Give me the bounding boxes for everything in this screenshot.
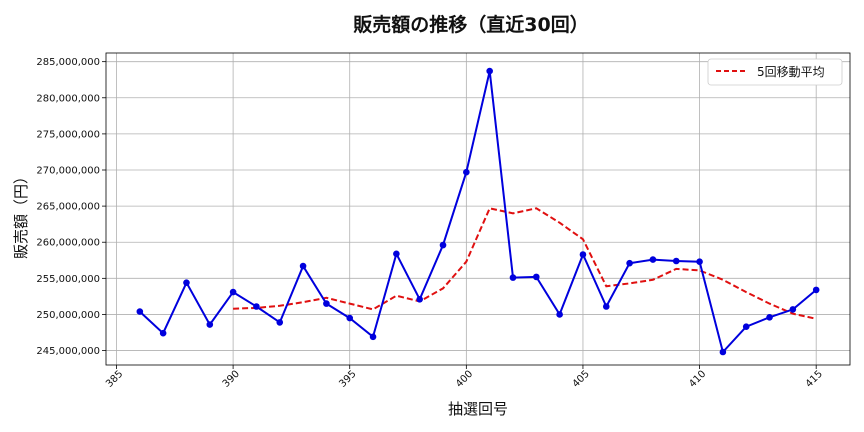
- data-point: [136, 308, 144, 315]
- data-point: [253, 303, 260, 310]
- x-axis: 385 390 395 400 405 410 415: [104, 365, 825, 390]
- data-point: [602, 303, 610, 310]
- data-point: [393, 250, 400, 258]
- data-point: [299, 262, 307, 270]
- data-point: [486, 67, 493, 75]
- x-tick-label: 385: [104, 369, 125, 390]
- data-point: [183, 279, 190, 286]
- data-point: [789, 306, 797, 313]
- y-tick-label: 285,000,000: [36, 57, 100, 68]
- y-tick-label: 275,000,000: [36, 129, 100, 140]
- data-point: [206, 321, 214, 328]
- data-point: [696, 258, 703, 266]
- x-axis-label: 抽選回号: [448, 400, 508, 418]
- x-tick-label: 410: [687, 369, 708, 390]
- data-point: [369, 333, 377, 341]
- chart-title: 販売額の推移（直近30回）: [353, 13, 588, 36]
- series-line-moving-average: [233, 207, 817, 320]
- data-point: [533, 273, 540, 281]
- y-tick-label: 245,000,000: [36, 346, 100, 357]
- data-point: [159, 329, 167, 337]
- data-point: [672, 257, 680, 265]
- y-tick-label: 265,000,000: [36, 202, 100, 213]
- x-tick-label: 395: [337, 369, 358, 390]
- legend-label-moving-average: 5回移動平均: [757, 65, 825, 79]
- data-point: [509, 274, 517, 281]
- data-point: [229, 288, 237, 296]
- data-point: [579, 251, 587, 258]
- y-axis: 245,000,000 250,000,000 255,000,000 260,000…: [36, 57, 106, 357]
- x-tick-label: 415: [804, 369, 825, 390]
- data-point: [416, 295, 423, 303]
- y-tick-label: 280,000,000: [36, 93, 100, 104]
- data-point: [812, 286, 820, 294]
- y-tick-label: 250,000,000: [36, 310, 100, 321]
- y-tick-label: 255,000,000: [36, 274, 100, 285]
- legend-box: [707, 58, 843, 86]
- data-point: [346, 314, 354, 322]
- data-point: [742, 323, 750, 331]
- x-tick-label: 405: [571, 369, 592, 390]
- data-point: [323, 300, 330, 307]
- plot-frame: [105, 52, 851, 366]
- data-point: [463, 168, 470, 176]
- data-point: [649, 256, 657, 263]
- legend: 5回移動平均: [707, 58, 843, 86]
- grid: [106, 53, 850, 365]
- y-tick-label: 270,000,000: [36, 166, 100, 177]
- plot-area: [136, 67, 820, 356]
- data-point: [439, 241, 447, 249]
- data-point: [626, 259, 633, 267]
- series-line-sales: [139, 70, 817, 355]
- data-point: [766, 314, 773, 321]
- data-point: [719, 348, 727, 356]
- y-tick-label: 260,000,000: [36, 238, 100, 249]
- x-tick-label: 400: [454, 369, 475, 390]
- data-point: [556, 311, 563, 318]
- data-point: [276, 319, 284, 326]
- y-axis-label: 販売額（円）: [12, 169, 30, 259]
- x-tick-label: 390: [221, 369, 242, 390]
